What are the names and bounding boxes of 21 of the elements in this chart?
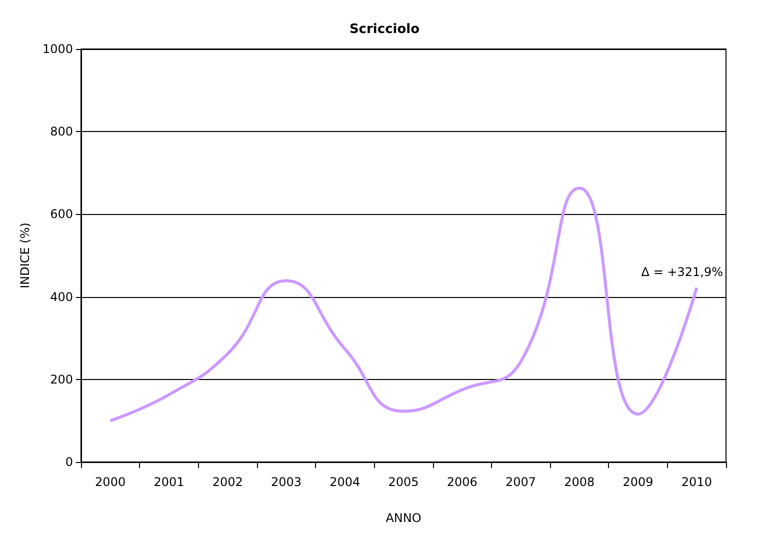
y-tick-label: 400 [50, 290, 73, 304]
x-tick-label: 2005 [388, 475, 419, 489]
y-tick-label: 600 [50, 207, 73, 222]
x-tick-label: 2007 [506, 475, 536, 489]
x-axis-title: ANNO [386, 511, 422, 525]
x-tick-label: 2004 [330, 475, 360, 489]
x-tick-label: 2006 [446, 475, 478, 489]
y-tick-label: 1000 [42, 42, 73, 56]
y-tick-label: 200 [50, 372, 73, 386]
x-tick-label: 2002 [212, 475, 243, 489]
x-tick-label: 2008 [564, 475, 595, 489]
annotation: Δ = +321,9% [641, 265, 723, 279]
y-axis-title: INDICE (%) [18, 222, 32, 288]
chart-title: Scricciolo [349, 22, 420, 37]
y-tick-label: 0 [65, 455, 73, 469]
x-tick-label: 2000 [95, 475, 126, 489]
x-tick-label: 2003 [270, 475, 302, 489]
x-tick-label: 2009 [622, 475, 654, 489]
y-tick-label: 800 [50, 124, 73, 139]
x-tick-label: 2010 [681, 475, 712, 489]
x-tick-label: 2001 [154, 475, 184, 489]
